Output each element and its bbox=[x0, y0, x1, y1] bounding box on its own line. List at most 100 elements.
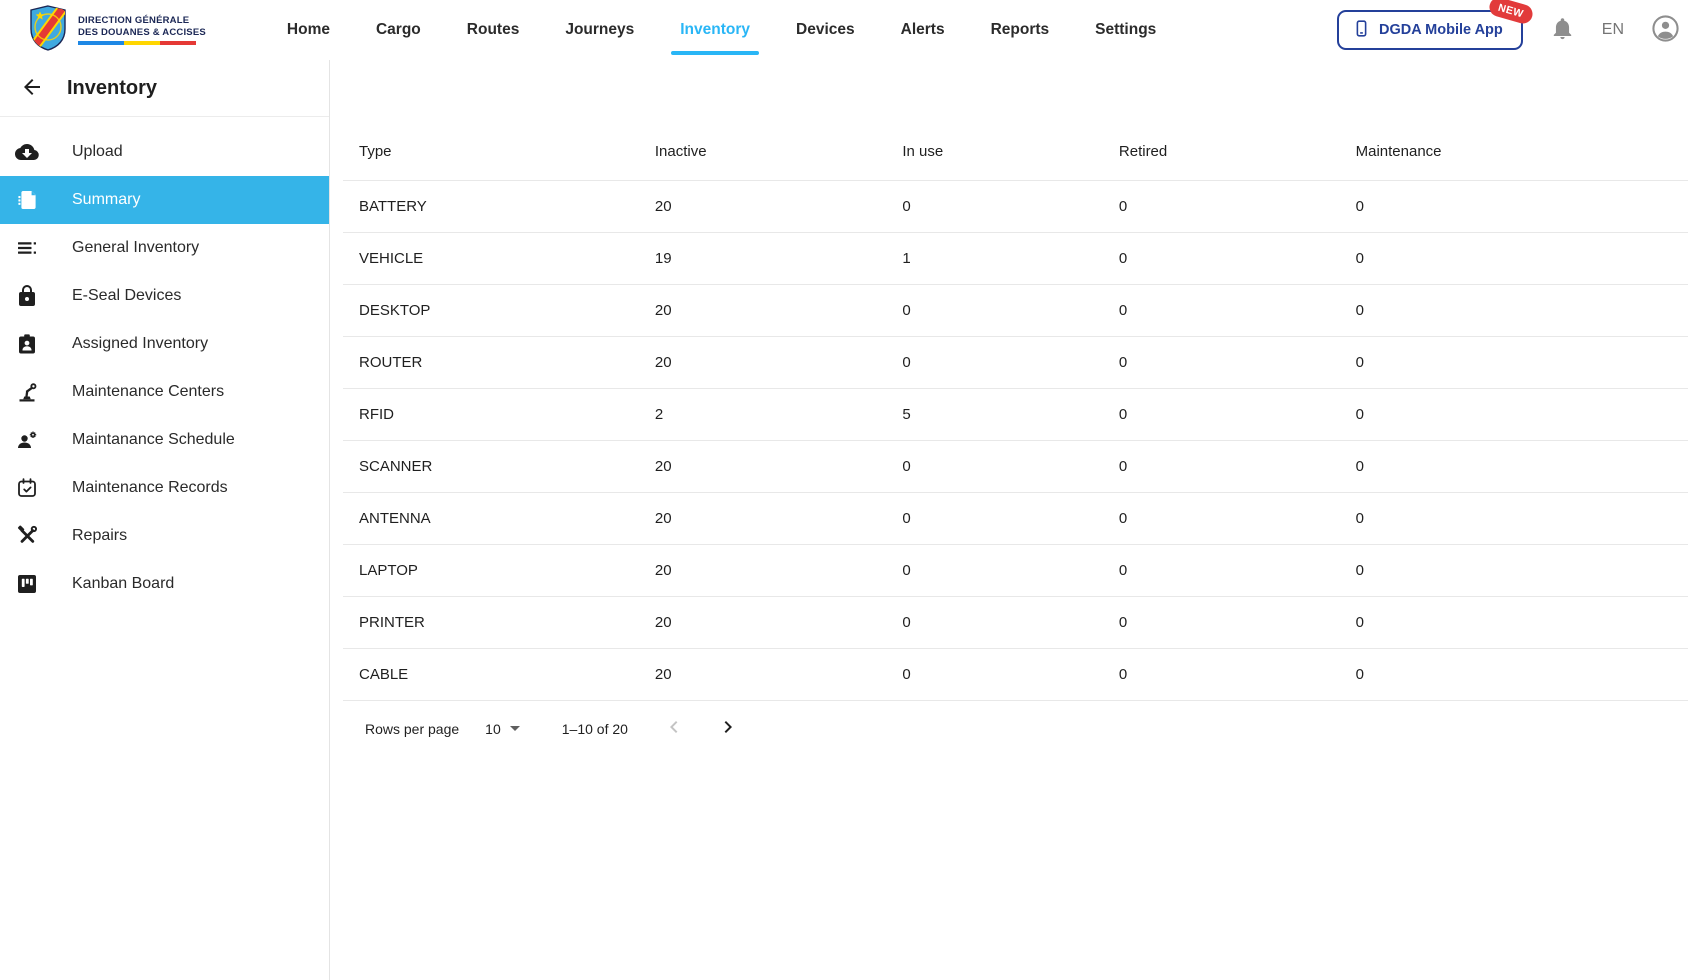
cell-retired: 0 bbox=[1102, 440, 1340, 493]
cell-maintenance: 0 bbox=[1339, 596, 1688, 649]
nav-routes[interactable]: Routes bbox=[466, 21, 520, 38]
kanban-icon bbox=[15, 572, 39, 596]
previous-page-button[interactable] bbox=[662, 715, 686, 742]
rows-per-page-select[interactable]: 10 bbox=[485, 721, 520, 737]
table-row: SCANNER 20 0 0 0 bbox=[343, 440, 1688, 493]
topbar: DIRECTION GÉNÉRALE DES DOUANES & ACCISES… bbox=[0, 0, 1700, 60]
cell-type: BATTERY bbox=[343, 180, 639, 233]
arrow-back-icon bbox=[20, 75, 44, 102]
cell-inactive: 20 bbox=[638, 440, 887, 493]
rows-per-page-label: Rows per page bbox=[365, 720, 460, 737]
nav-devices[interactable]: Devices bbox=[796, 21, 855, 38]
sidebar-item-general-inventory[interactable]: General Inventory bbox=[0, 224, 329, 272]
cell-type: VEHICLE bbox=[343, 232, 639, 285]
cell-type: SCANNER bbox=[343, 440, 639, 493]
cell-in-use: 0 bbox=[886, 544, 1103, 597]
logo-line2: DES DOUANES & ACCISES bbox=[78, 26, 206, 38]
cell-in-use: 0 bbox=[886, 648, 1103, 701]
badge-icon bbox=[15, 332, 39, 356]
sidebar-item-label: Kanban Board bbox=[72, 575, 175, 592]
next-page-button[interactable] bbox=[716, 715, 740, 742]
sidebar-item-eseal-devices[interactable]: E-Seal Devices bbox=[0, 272, 329, 320]
summary-content: Type Inactive In use Retired Maintenance… bbox=[331, 60, 1700, 980]
col-inactive: Inactive bbox=[638, 124, 887, 181]
cell-in-use: 0 bbox=[886, 336, 1103, 389]
sidebar-title: Inventory bbox=[67, 76, 158, 99]
robot-arm-icon bbox=[15, 380, 39, 404]
dgda-mobile-app-button[interactable]: DGDA Mobile App NEW bbox=[1336, 0, 1535, 50]
cell-maintenance: 0 bbox=[1339, 544, 1688, 597]
cell-type: ANTENNA bbox=[343, 492, 639, 545]
nav-journeys[interactable]: Journeys bbox=[565, 21, 635, 38]
sidebar-item-maintenance-centers[interactable]: Maintenance Centers bbox=[0, 368, 329, 416]
cell-retired: 0 bbox=[1102, 284, 1340, 337]
sidebar-item-kanban-board[interactable]: Kanban Board bbox=[0, 560, 329, 608]
cell-inactive: 20 bbox=[638, 492, 887, 545]
sidebar-item-label: Summary bbox=[72, 191, 141, 208]
sidebar-item-label: E-Seal Devices bbox=[72, 287, 182, 304]
sidebar-item-label: Upload bbox=[72, 143, 123, 160]
cell-type: PRINTER bbox=[343, 596, 639, 649]
language-selector[interactable]: EN bbox=[1601, 21, 1624, 38]
cell-retired: 0 bbox=[1102, 388, 1340, 441]
sidebar-item-label: General Inventory bbox=[72, 239, 200, 256]
cell-in-use: 0 bbox=[886, 284, 1103, 337]
sidebar-item-upload[interactable]: Upload bbox=[0, 128, 329, 176]
lock-icon bbox=[15, 284, 39, 308]
cell-type: LAPTOP bbox=[343, 544, 639, 597]
nav-home[interactable]: Home bbox=[286, 21, 330, 38]
cloud-download-icon bbox=[15, 140, 39, 164]
nav-inventory[interactable]: Inventory bbox=[657, 0, 773, 60]
cell-retired: 0 bbox=[1102, 648, 1340, 701]
nav-cargo[interactable]: Cargo bbox=[375, 21, 421, 38]
cell-in-use: 1 bbox=[886, 232, 1103, 285]
cell-retired: 0 bbox=[1102, 336, 1340, 389]
sidebar-item-label: Assigned Inventory bbox=[72, 335, 209, 352]
cell-maintenance: 0 bbox=[1339, 336, 1688, 389]
sidebar-item-maintanance-schedule[interactable]: Maintanance Schedule bbox=[0, 416, 329, 464]
nav-alerts[interactable]: Alerts bbox=[900, 21, 945, 38]
cell-in-use: 0 bbox=[886, 180, 1103, 233]
account-button[interactable] bbox=[1651, 14, 1680, 46]
main-nav: Home Cargo Routes Journeys Inventory Dev… bbox=[264, 0, 1179, 60]
nav-settings[interactable]: Settings bbox=[1095, 21, 1157, 38]
cell-inactive: 20 bbox=[638, 180, 887, 233]
cell-retired: 0 bbox=[1102, 180, 1340, 233]
sidebar-item-label: Repairs bbox=[72, 527, 128, 544]
table-pagination: Rows per page 10 1–10 of 20 bbox=[343, 701, 1688, 757]
cell-in-use: 0 bbox=[886, 596, 1103, 649]
cell-inactive: 20 bbox=[638, 596, 887, 649]
cell-inactive: 20 bbox=[638, 544, 887, 597]
cell-maintenance: 0 bbox=[1339, 180, 1688, 233]
sidebar-item-repairs[interactable]: Repairs bbox=[0, 512, 329, 560]
notifications-button[interactable] bbox=[1550, 16, 1575, 44]
table-row: VEHICLE 19 1 0 0 bbox=[343, 232, 1688, 285]
col-retired: Retired bbox=[1102, 124, 1340, 181]
sidebar-item-assigned-inventory[interactable]: Assigned Inventory bbox=[0, 320, 329, 368]
sidebar-item-label: Maintenance Centers bbox=[72, 383, 225, 400]
table-header-row: Type Inactive In use Retired Maintenance bbox=[343, 124, 1688, 181]
cell-in-use: 0 bbox=[886, 440, 1103, 493]
chevron-down-icon bbox=[509, 726, 520, 731]
account-circle-icon bbox=[1651, 14, 1680, 46]
cell-in-use: 0 bbox=[886, 492, 1103, 545]
sidebar-item-maintenance-records[interactable]: Maintenance Records bbox=[0, 464, 329, 512]
cell-retired: 0 bbox=[1102, 596, 1340, 649]
table-row: DESKTOP 20 0 0 0 bbox=[343, 284, 1688, 337]
tools-icon bbox=[15, 524, 39, 548]
sidebar-menu: Upload Summary General Inventory bbox=[0, 117, 329, 608]
cell-type: CABLE bbox=[343, 648, 639, 701]
cell-inactive: 20 bbox=[638, 336, 887, 389]
cell-maintenance: 0 bbox=[1339, 492, 1688, 545]
cell-in-use: 5 bbox=[886, 388, 1103, 441]
nav-reports[interactable]: Reports bbox=[990, 21, 1050, 38]
sidebar-item-label: Maintanance Schedule bbox=[72, 431, 235, 448]
sidebar-item-summary[interactable]: Summary bbox=[0, 176, 329, 224]
dgda-logo: DIRECTION GÉNÉRALE DES DOUANES & ACCISES bbox=[28, 4, 206, 56]
table-row: PRINTER 20 0 0 0 bbox=[343, 596, 1688, 649]
cell-type: RFID bbox=[343, 388, 639, 441]
table-row: ANTENNA 20 0 0 0 bbox=[343, 492, 1688, 545]
logo-line1: DIRECTION GÉNÉRALE bbox=[78, 14, 190, 26]
cell-maintenance: 0 bbox=[1339, 648, 1688, 701]
back-button[interactable] bbox=[20, 75, 44, 102]
